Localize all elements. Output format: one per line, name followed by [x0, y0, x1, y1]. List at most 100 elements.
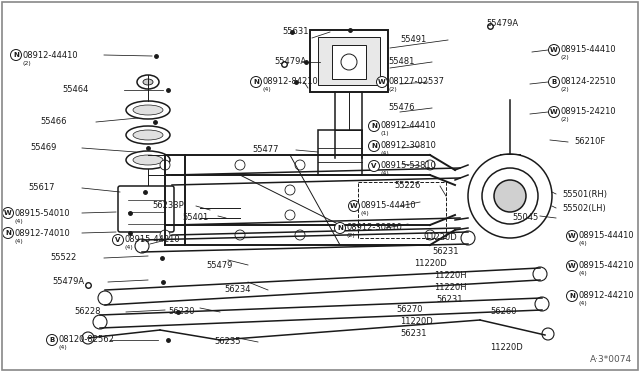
Circle shape [533, 267, 547, 281]
Text: 08912-30810: 08912-30810 [346, 224, 403, 232]
FancyBboxPatch shape [318, 37, 380, 85]
Text: W: W [568, 233, 576, 239]
Circle shape [548, 106, 559, 118]
Circle shape [250, 77, 262, 87]
Text: N: N [337, 225, 343, 231]
Text: 56234: 56234 [224, 285, 250, 295]
Circle shape [468, 154, 552, 238]
Text: 08915-44410: 08915-44410 [561, 45, 616, 55]
Circle shape [98, 291, 112, 305]
Text: (4): (4) [15, 238, 23, 244]
Text: W: W [568, 263, 576, 269]
Text: N: N [13, 52, 19, 58]
Text: 11220H: 11220H [434, 272, 467, 280]
FancyBboxPatch shape [310, 30, 388, 92]
Text: 56228: 56228 [74, 308, 100, 317]
Text: (4): (4) [262, 87, 271, 93]
Text: 56235: 56235 [214, 337, 241, 346]
Text: 55481: 55481 [388, 58, 414, 67]
Text: N: N [371, 143, 377, 149]
Text: (4): (4) [381, 171, 389, 176]
Text: 11220D: 11220D [400, 317, 433, 327]
Bar [358, 182, 446, 238]
Circle shape [425, 160, 435, 170]
Text: (2): (2) [561, 55, 569, 61]
Circle shape [295, 160, 305, 170]
Text: 56230: 56230 [168, 308, 195, 317]
Text: V: V [115, 237, 121, 243]
Circle shape [349, 201, 360, 212]
Text: N: N [569, 293, 575, 299]
Text: N: N [371, 123, 377, 129]
Text: 08912-44410: 08912-44410 [381, 122, 436, 131]
Text: 08127-02537: 08127-02537 [388, 77, 445, 87]
Ellipse shape [143, 79, 153, 85]
FancyBboxPatch shape [318, 130, 362, 175]
Circle shape [295, 230, 305, 240]
Text: 08912-30810: 08912-30810 [381, 141, 436, 151]
Circle shape [82, 332, 94, 344]
Circle shape [425, 230, 435, 240]
Text: 55477: 55477 [252, 145, 278, 154]
Text: 56233P: 56233P [152, 202, 184, 211]
Circle shape [376, 77, 387, 87]
Text: 55401: 55401 [182, 214, 208, 222]
Text: 08912-74010: 08912-74010 [15, 228, 70, 237]
Text: (1): (1) [381, 131, 389, 137]
Circle shape [369, 141, 380, 151]
Text: 11220D: 11220D [490, 343, 523, 353]
Text: B: B [49, 337, 54, 343]
Text: (4): (4) [58, 346, 67, 350]
Circle shape [3, 228, 13, 238]
Circle shape [548, 45, 559, 55]
Text: 08120-82562: 08120-82562 [58, 336, 115, 344]
Circle shape [285, 185, 295, 195]
Text: (4): (4) [381, 151, 389, 157]
Text: (2): (2) [346, 234, 355, 238]
Text: 56231: 56231 [436, 295, 463, 305]
Circle shape [548, 77, 559, 87]
Text: 56270: 56270 [396, 305, 422, 314]
Circle shape [461, 231, 475, 245]
Circle shape [235, 230, 245, 240]
Ellipse shape [126, 101, 170, 119]
Text: 55491: 55491 [400, 35, 426, 45]
Text: A·3*0074: A·3*0074 [590, 355, 632, 364]
Text: W: W [350, 203, 358, 209]
Text: 55476: 55476 [388, 103, 415, 112]
Circle shape [369, 121, 380, 131]
Text: 56231: 56231 [432, 247, 458, 257]
Text: 55479A: 55479A [486, 19, 518, 29]
Circle shape [542, 328, 554, 340]
Circle shape [335, 222, 346, 234]
Text: (2): (2) [561, 118, 569, 122]
FancyBboxPatch shape [332, 45, 366, 79]
Text: W: W [550, 47, 558, 53]
Circle shape [135, 239, 149, 253]
Circle shape [535, 297, 549, 311]
Ellipse shape [126, 151, 170, 169]
Text: B: B [552, 79, 557, 85]
Text: 55501(RH): 55501(RH) [562, 189, 607, 199]
Text: W: W [4, 210, 12, 216]
Text: 55226: 55226 [394, 182, 420, 190]
Circle shape [3, 208, 13, 218]
Text: (4): (4) [15, 218, 23, 224]
Text: 08912-44210: 08912-44210 [579, 292, 634, 301]
Text: 08915-44410: 08915-44410 [360, 202, 416, 211]
Circle shape [369, 160, 380, 171]
Circle shape [494, 180, 526, 212]
Text: 56210F: 56210F [574, 138, 605, 147]
Circle shape [10, 49, 22, 61]
Circle shape [482, 168, 538, 224]
Text: (4): (4) [125, 246, 133, 250]
Text: 55502(LH): 55502(LH) [562, 203, 605, 212]
Text: 08915-53810: 08915-53810 [381, 161, 436, 170]
Circle shape [160, 230, 170, 240]
Text: (4): (4) [579, 301, 588, 307]
Text: 55045: 55045 [512, 214, 538, 222]
Text: 11220H: 11220H [434, 283, 467, 292]
Text: 55479A: 55479A [52, 278, 84, 286]
Text: 56260: 56260 [490, 308, 516, 317]
Text: (4): (4) [360, 212, 369, 217]
